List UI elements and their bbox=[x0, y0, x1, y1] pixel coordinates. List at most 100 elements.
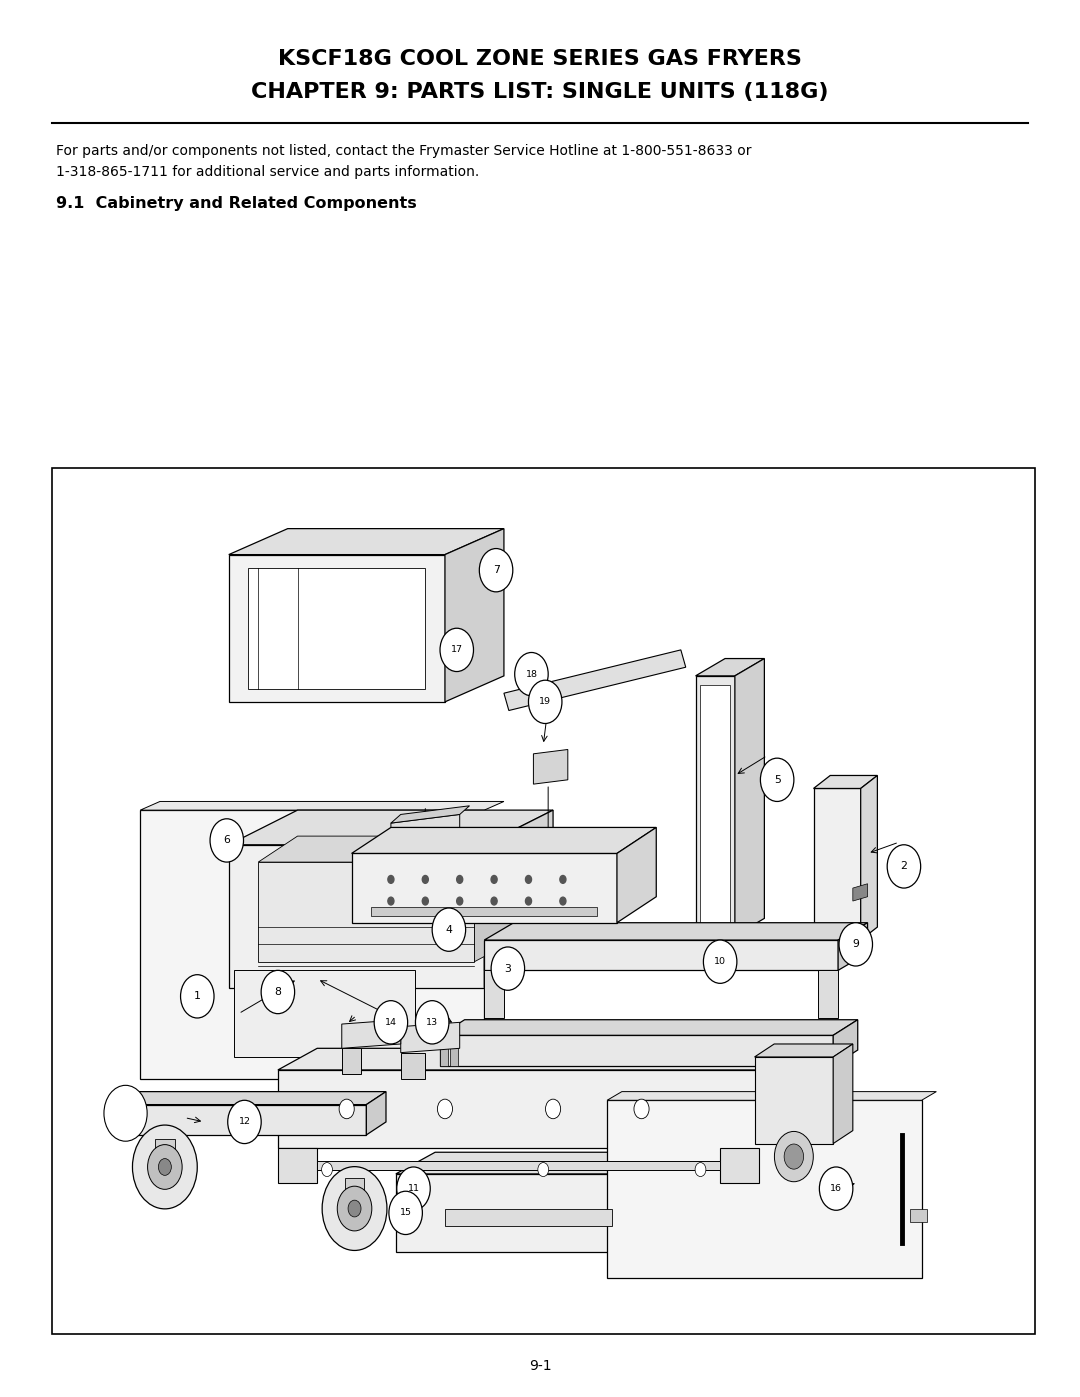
Polygon shape bbox=[229, 528, 504, 555]
Text: 16: 16 bbox=[831, 1185, 842, 1193]
Text: 4: 4 bbox=[445, 925, 453, 935]
Circle shape bbox=[820, 1166, 853, 1210]
Circle shape bbox=[337, 1186, 372, 1231]
Polygon shape bbox=[755, 1058, 833, 1144]
FancyBboxPatch shape bbox=[52, 468, 1035, 1334]
Polygon shape bbox=[696, 658, 765, 676]
Circle shape bbox=[784, 1144, 804, 1169]
Polygon shape bbox=[474, 835, 524, 961]
Circle shape bbox=[774, 1132, 813, 1182]
Text: 9: 9 bbox=[852, 939, 860, 950]
Text: 9.1  Cabinetry and Related Components: 9.1 Cabinetry and Related Components bbox=[56, 196, 417, 211]
Polygon shape bbox=[140, 810, 484, 1078]
Circle shape bbox=[528, 680, 562, 724]
Polygon shape bbox=[233, 971, 416, 1058]
Polygon shape bbox=[395, 1173, 661, 1252]
Circle shape bbox=[437, 1099, 453, 1119]
Circle shape bbox=[374, 1000, 407, 1044]
Circle shape bbox=[515, 652, 549, 696]
Circle shape bbox=[210, 819, 243, 862]
Text: 2: 2 bbox=[901, 862, 907, 872]
Polygon shape bbox=[734, 658, 765, 936]
Polygon shape bbox=[345, 1178, 364, 1196]
Polygon shape bbox=[391, 806, 470, 823]
Polygon shape bbox=[445, 528, 504, 701]
Circle shape bbox=[422, 876, 429, 883]
Text: 19: 19 bbox=[539, 697, 551, 707]
Polygon shape bbox=[278, 1070, 759, 1148]
Text: 1: 1 bbox=[193, 992, 201, 1002]
Polygon shape bbox=[401, 1023, 460, 1053]
Circle shape bbox=[480, 549, 513, 592]
Text: 15: 15 bbox=[400, 1208, 411, 1217]
Circle shape bbox=[839, 922, 873, 967]
Polygon shape bbox=[696, 676, 734, 936]
Text: 6: 6 bbox=[224, 835, 230, 845]
Polygon shape bbox=[229, 555, 445, 701]
Polygon shape bbox=[440, 1020, 858, 1035]
Polygon shape bbox=[318, 1161, 720, 1169]
Text: 7: 7 bbox=[492, 566, 500, 576]
Polygon shape bbox=[484, 971, 504, 1018]
Polygon shape bbox=[278, 1148, 318, 1182]
Text: 3: 3 bbox=[504, 964, 511, 974]
Polygon shape bbox=[352, 827, 657, 854]
Circle shape bbox=[416, 1000, 449, 1044]
Polygon shape bbox=[833, 1044, 853, 1144]
Circle shape bbox=[159, 1158, 172, 1175]
Polygon shape bbox=[838, 922, 867, 971]
Circle shape bbox=[491, 947, 525, 990]
Circle shape bbox=[526, 897, 531, 905]
Polygon shape bbox=[440, 1035, 448, 1066]
Polygon shape bbox=[116, 1091, 386, 1105]
Circle shape bbox=[322, 1162, 333, 1176]
Polygon shape bbox=[341, 1048, 362, 1074]
Text: KSCF18G COOL ZONE SERIES GAS FRYERS: KSCF18G COOL ZONE SERIES GAS FRYERS bbox=[278, 49, 802, 68]
Polygon shape bbox=[607, 1091, 936, 1101]
Circle shape bbox=[396, 1166, 430, 1210]
Circle shape bbox=[526, 876, 531, 883]
Text: 13: 13 bbox=[427, 1018, 438, 1027]
Text: 14: 14 bbox=[384, 1018, 397, 1027]
Circle shape bbox=[422, 897, 429, 905]
Circle shape bbox=[180, 975, 214, 1018]
Text: For parts and/or components not listed, contact the Frymaster Service Hotline at: For parts and/or components not listed, … bbox=[56, 144, 752, 158]
Polygon shape bbox=[156, 1140, 175, 1157]
Circle shape bbox=[339, 1099, 354, 1119]
Circle shape bbox=[457, 876, 462, 883]
Circle shape bbox=[703, 940, 737, 983]
Polygon shape bbox=[661, 1153, 701, 1252]
Polygon shape bbox=[813, 788, 861, 940]
Circle shape bbox=[389, 1192, 422, 1235]
Polygon shape bbox=[258, 862, 474, 961]
Polygon shape bbox=[229, 810, 553, 845]
Text: 1-318-865-1711 for additional service and parts information.: 1-318-865-1711 for additional service an… bbox=[56, 165, 480, 179]
Circle shape bbox=[634, 1099, 649, 1119]
Polygon shape bbox=[445, 1208, 612, 1227]
Polygon shape bbox=[484, 940, 838, 971]
Text: 12: 12 bbox=[239, 1118, 251, 1126]
Circle shape bbox=[457, 897, 462, 905]
Polygon shape bbox=[278, 1048, 799, 1070]
Polygon shape bbox=[248, 567, 426, 689]
Polygon shape bbox=[229, 845, 484, 988]
Polygon shape bbox=[352, 854, 617, 923]
Circle shape bbox=[104, 1085, 147, 1141]
Polygon shape bbox=[617, 827, 657, 923]
Circle shape bbox=[538, 1162, 549, 1176]
Circle shape bbox=[491, 876, 497, 883]
Circle shape bbox=[388, 876, 394, 883]
Circle shape bbox=[696, 1162, 706, 1176]
Text: 17: 17 bbox=[450, 645, 462, 654]
Text: 18: 18 bbox=[526, 669, 538, 679]
Polygon shape bbox=[720, 1148, 759, 1182]
Circle shape bbox=[133, 1125, 198, 1208]
Text: 9-1: 9-1 bbox=[529, 1359, 551, 1373]
Polygon shape bbox=[484, 810, 553, 988]
Circle shape bbox=[348, 1200, 361, 1217]
Circle shape bbox=[545, 1099, 561, 1119]
Circle shape bbox=[760, 759, 794, 802]
Text: 8: 8 bbox=[274, 988, 281, 997]
Circle shape bbox=[322, 1166, 387, 1250]
Polygon shape bbox=[909, 1208, 927, 1221]
